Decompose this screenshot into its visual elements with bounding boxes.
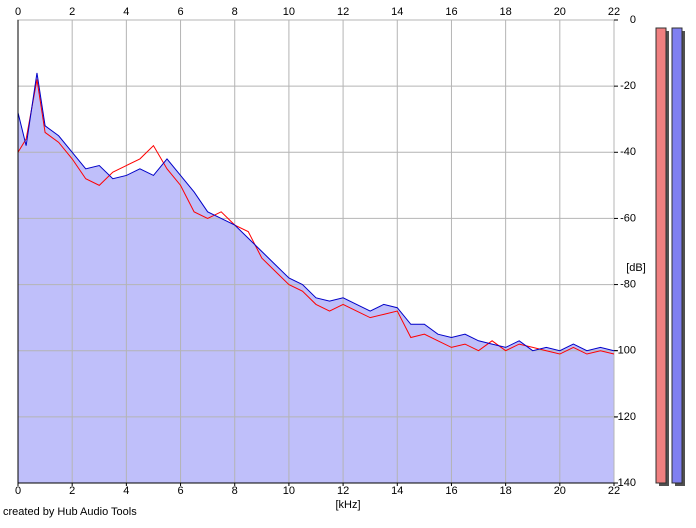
x-tick-label: 22 [608, 485, 620, 497]
x-tick-label: 2 [69, 485, 75, 497]
x-tick-label: 12 [337, 485, 349, 497]
x-tick-label: 16 [445, 485, 457, 497]
level-meter-right [671, 27, 683, 484]
y-tick-label: -40 [620, 146, 636, 158]
y-tick-label: -80 [620, 278, 636, 290]
level-meter-left [655, 27, 667, 484]
x-tick-label-top: 8 [232, 6, 238, 18]
x-tick-label: 8 [232, 485, 238, 497]
x-tick-label-top: 2 [69, 6, 75, 18]
x-tick-label-top: 12 [337, 6, 349, 18]
spectrum-line [17, 79, 615, 355]
spectrum-area [18, 72, 614, 484]
x-tick-label-top: 10 [283, 6, 295, 18]
x-tick-label-top: 16 [445, 6, 457, 18]
y-tick-label: -140 [614, 477, 636, 489]
x-tick-label-top: 18 [500, 6, 512, 18]
y-tick-label: 0 [630, 14, 636, 26]
x-tick-label: 6 [177, 485, 183, 497]
spectrum-line [17, 72, 615, 352]
x-tick-label-top: 4 [123, 6, 129, 18]
x-tick-label-top: 14 [391, 6, 403, 18]
x-tick-label: 18 [500, 485, 512, 497]
x-tick-label: 10 [283, 485, 295, 497]
x-tick-label: 20 [554, 485, 566, 497]
x-tick-label: 0 [15, 485, 21, 497]
x-tick-label-top: 0 [15, 6, 21, 18]
x-tick-label: 4 [123, 485, 129, 497]
footer: created by Hub Audio Tools [3, 506, 137, 518]
x-tick-label: 14 [391, 485, 403, 497]
y-tick-label: -60 [620, 212, 636, 224]
y-tick-label: -120 [614, 411, 636, 423]
x-axis-label: [kHz] [335, 499, 360, 511]
y-axis-label: [dB] [626, 262, 646, 274]
y-tick-label: -100 [614, 345, 636, 357]
x-tick-label-top: 20 [554, 6, 566, 18]
x-tick-label-top: 6 [177, 6, 183, 18]
x-tick-label-top: 22 [608, 6, 620, 18]
y-tick-label: -20 [620, 80, 636, 92]
